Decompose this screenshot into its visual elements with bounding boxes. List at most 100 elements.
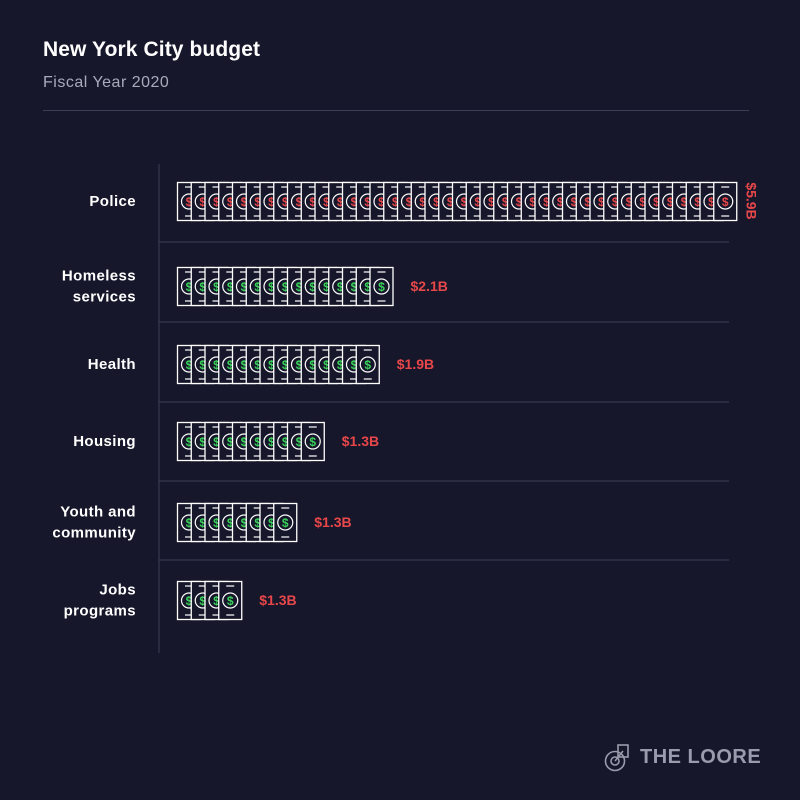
svg-text:$: $	[213, 435, 220, 449]
svg-text:$: $	[681, 195, 688, 209]
svg-text:$: $	[186, 280, 193, 294]
svg-text:$: $	[296, 358, 303, 372]
svg-text:$: $	[241, 280, 248, 294]
svg-text:$: $	[516, 195, 523, 209]
bill-icon: $	[355, 344, 380, 385]
svg-text:$: $	[227, 195, 234, 209]
svg-text:$: $	[227, 594, 234, 608]
svg-text:$: $	[199, 516, 206, 530]
svg-text:$: $	[296, 195, 303, 209]
chart-title: New York City budget	[43, 38, 261, 61]
svg-text:$: $	[529, 195, 536, 209]
svg-text:$: $	[213, 195, 220, 209]
svg-text:$: $	[351, 358, 358, 372]
svg-text:$: $	[268, 195, 275, 209]
category-label: Health	[88, 356, 136, 373]
svg-text:$: $	[323, 280, 330, 294]
svg-text:$: $	[612, 195, 619, 209]
svg-text:$: $	[433, 195, 440, 209]
svg-text:$: $	[186, 435, 193, 449]
svg-text:$: $	[213, 516, 220, 530]
value-label: $1.3B	[342, 433, 379, 449]
svg-text:$: $	[282, 358, 289, 372]
value-label: $1.3B	[314, 514, 351, 530]
svg-text:$: $	[254, 195, 261, 209]
svg-text:$: $	[488, 195, 495, 209]
svg-text:$: $	[282, 280, 289, 294]
svg-text:$: $	[282, 516, 289, 530]
svg-text:$: $	[199, 435, 206, 449]
svg-text:$: $	[296, 280, 303, 294]
svg-text:$: $	[474, 195, 481, 209]
svg-text:$: $	[268, 358, 275, 372]
svg-text:$: $	[213, 280, 220, 294]
bill-icon: $	[328, 344, 353, 385]
category-label: Youth and community	[52, 504, 136, 542]
svg-text:$: $	[268, 516, 275, 530]
value-label: $2.1B	[411, 278, 448, 294]
bill-icon: $	[273, 502, 298, 543]
bill-icon: $	[713, 181, 738, 222]
bar-health: $ $ $ $ $ $ $ $ $ $ $ $ $ $	[176, 344, 380, 385]
svg-text:$: $	[296, 435, 303, 449]
bar-youth-and-community: $ $ $ $ $ $ $ $	[176, 502, 298, 543]
svg-text:$: $	[543, 195, 550, 209]
svg-text:$: $	[323, 358, 330, 372]
svg-text:$: $	[227, 435, 234, 449]
svg-text:$: $	[241, 435, 248, 449]
svg-text:$: $	[337, 358, 344, 372]
svg-text:$: $	[461, 195, 468, 209]
svg-text:$: $	[268, 280, 275, 294]
loore-logo-icon	[604, 744, 629, 772]
svg-text:$: $	[351, 195, 358, 209]
svg-text:$: $	[447, 195, 454, 209]
bar-jobs-programs: $ $ $ $	[176, 580, 243, 621]
category-label: Homeless services	[62, 268, 136, 306]
category-label: Jobs programs	[64, 582, 136, 620]
svg-text:$: $	[213, 594, 220, 608]
bar-police: $ $ $ $ $ $ $ $ $ $ $ $ $ $ $ $ $ $ $ $ $ $ $ $ $ $ $ $ $ $ $ $ $ $ $ $ $ $ $ $	[176, 181, 738, 222]
svg-text:$: $	[364, 280, 371, 294]
svg-text:$: $	[186, 516, 193, 530]
svg-text:$: $	[309, 435, 316, 449]
value-label: $1.3B	[259, 592, 296, 608]
svg-text:$: $	[254, 516, 261, 530]
brand-name: THE LOORE	[640, 745, 762, 768]
svg-text:$: $	[653, 195, 660, 209]
chart-subtitle: Fiscal Year 2020	[43, 74, 170, 91]
svg-text:$: $	[268, 435, 275, 449]
svg-text:$: $	[694, 195, 701, 209]
brand-logo: THE LOORE	[604, 742, 761, 772]
svg-text:$: $	[241, 516, 248, 530]
svg-text:$: $	[309, 195, 316, 209]
svg-text:$: $	[282, 195, 289, 209]
svg-text:$: $	[282, 435, 289, 449]
svg-text:$: $	[337, 195, 344, 209]
bill-icon: $	[218, 580, 243, 621]
svg-text:$: $	[557, 195, 564, 209]
svg-text:$: $	[199, 358, 206, 372]
svg-text:$: $	[241, 195, 248, 209]
svg-text:$: $	[392, 195, 399, 209]
svg-text:$: $	[351, 280, 358, 294]
svg-text:$: $	[254, 435, 261, 449]
svg-text:$: $	[419, 195, 426, 209]
svg-text:$: $	[254, 280, 261, 294]
value-label: $1.9B	[397, 356, 434, 372]
svg-text:$: $	[323, 195, 330, 209]
category-label: Housing	[73, 433, 136, 450]
svg-text:$: $	[186, 195, 193, 209]
svg-text:$: $	[227, 358, 234, 372]
category-label: Police	[89, 193, 136, 210]
svg-text:$: $	[364, 195, 371, 209]
svg-text:$: $	[598, 195, 605, 209]
svg-text:$: $	[722, 195, 729, 209]
svg-text:$: $	[626, 195, 633, 209]
svg-text:$: $	[502, 195, 509, 209]
bar-homeless-services: $ $ $ $ $ $ $ $ $ $ $ $ $ $ $	[176, 266, 394, 307]
svg-text:$: $	[708, 195, 715, 209]
value-label: $5.9B	[743, 182, 759, 219]
svg-text:$: $	[309, 358, 316, 372]
svg-text:$: $	[199, 594, 206, 608]
svg-text:$: $	[254, 358, 261, 372]
